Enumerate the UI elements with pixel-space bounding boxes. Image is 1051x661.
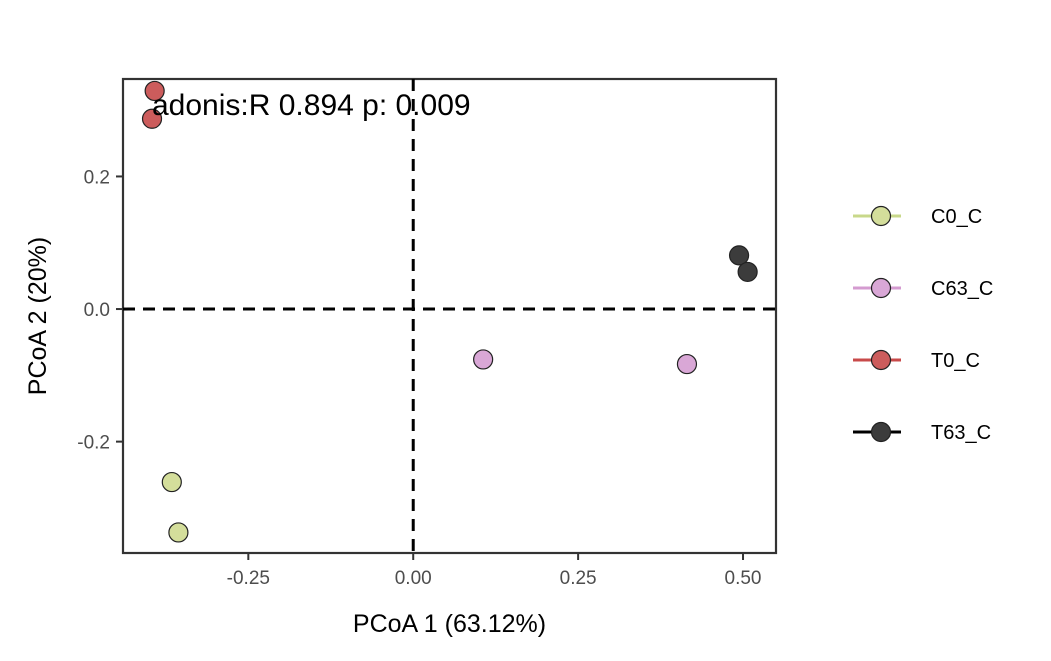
- point-c0-c-1: [161, 471, 182, 493]
- legend-marker: [870, 349, 892, 371]
- x-tick-label: 0.00: [395, 568, 432, 589]
- point-t0-c-2: [141, 108, 163, 129]
- point-c0-c-2: [168, 522, 189, 543]
- annotation-text: adonis:R 0.894 p: 0.009: [152, 89, 471, 122]
- legend-item-t0-c: T0_C: [853, 349, 980, 372]
- plot-panel: [121, 77, 778, 555]
- point-c63-c-2: [676, 353, 698, 375]
- legend-label: C0_C: [931, 206, 982, 228]
- legend-marker: [870, 205, 892, 227]
- x-axis-title: PCoA 1 (63.12%): [353, 610, 546, 638]
- y-axis: -0.2 0.0 0.2: [77, 167, 123, 454]
- point-t0-c-1: [144, 80, 165, 102]
- y-tick-label: 0.0: [84, 300, 110, 321]
- x-tick-label: 0.25: [560, 568, 597, 589]
- point-t63-c-1: [728, 245, 750, 266]
- legend-marker: [870, 421, 892, 443]
- data-points: [141, 80, 758, 543]
- legend-item-c0-c: C0_C: [853, 205, 982, 228]
- point-t63-c-2: [737, 261, 758, 283]
- legend: C0_C C63_C T0_C T63_C: [853, 205, 993, 444]
- y-tick-label: -0.2: [77, 433, 110, 454]
- reference-lines: [123, 79, 776, 553]
- point-c63-c-1: [473, 349, 494, 370]
- x-tick-label: 0.50: [725, 568, 762, 589]
- legend-item-t63-c: T63_C: [853, 421, 991, 444]
- legend-marker: [870, 277, 892, 299]
- x-tick-label: -0.25: [227, 568, 270, 589]
- legend-label: C63_C: [931, 278, 993, 300]
- legend-item-c63-c: C63_C: [853, 277, 993, 300]
- y-axis-title: PCoA 2 (20%): [24, 237, 52, 395]
- legend-label: T63_C: [931, 422, 991, 444]
- y-tick-label: 0.2: [84, 167, 110, 188]
- x-axis: -0.25 0.00 0.25 0.50: [227, 553, 762, 589]
- legend-label: T0_C: [931, 350, 980, 372]
